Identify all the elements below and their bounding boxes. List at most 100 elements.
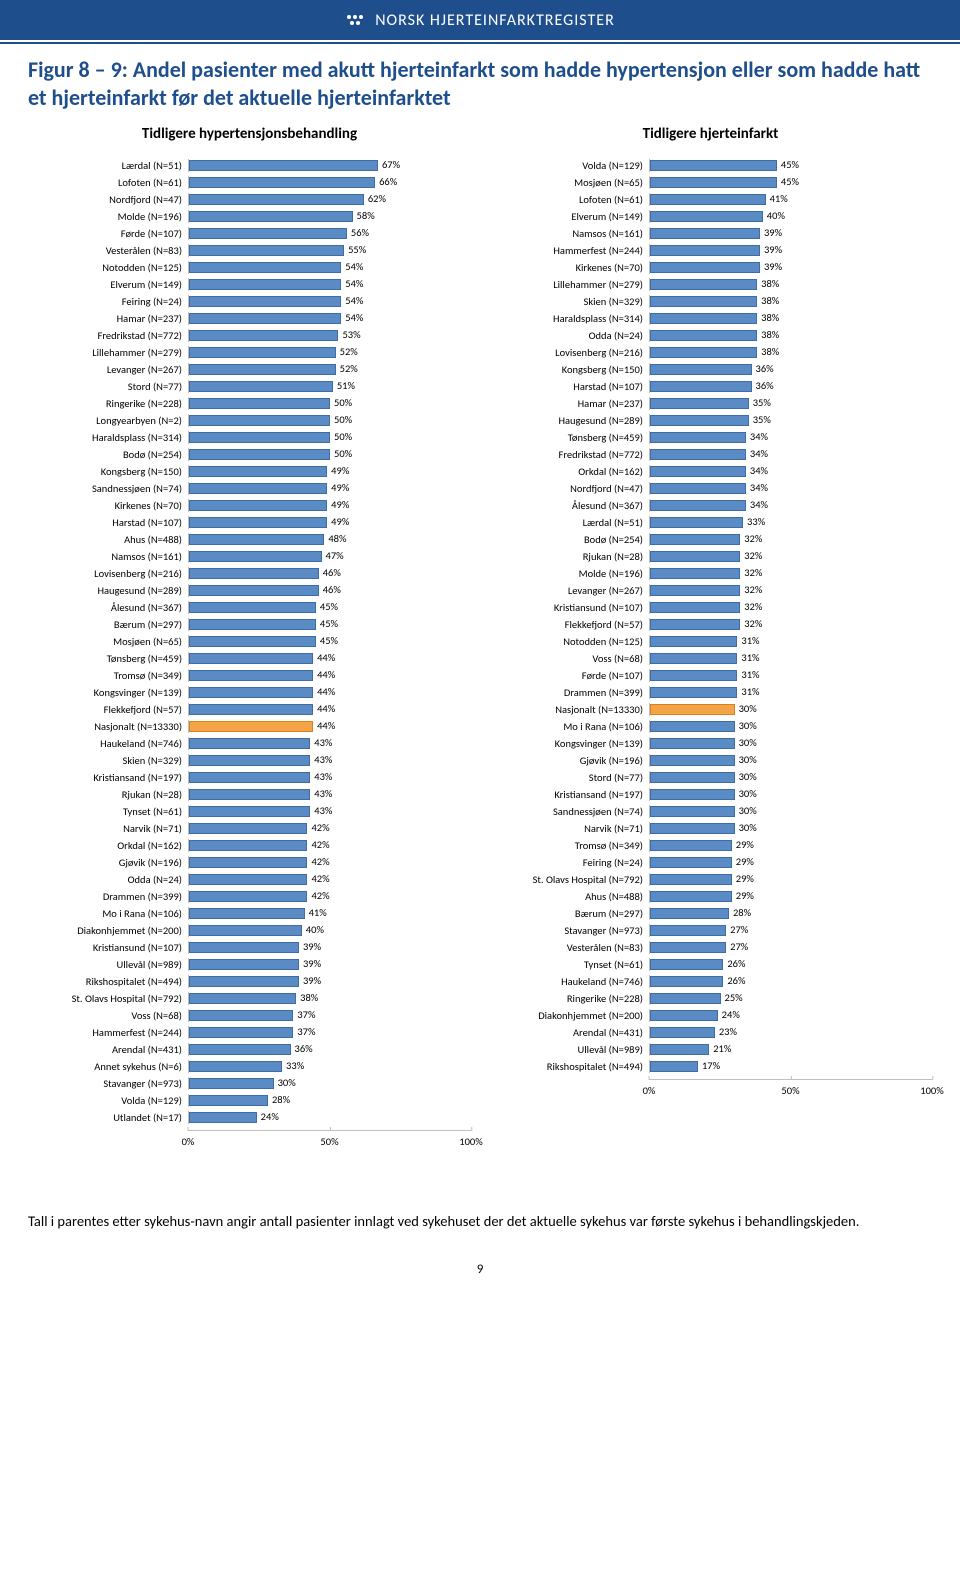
bar-label: Narvik (N=71) bbox=[489, 822, 649, 835]
bar-value: 44% bbox=[317, 668, 335, 681]
bar-row: Lofoten (N=61)66% bbox=[28, 174, 471, 191]
bar bbox=[189, 653, 313, 664]
bar-row: Levanger (N=267)52% bbox=[28, 361, 471, 378]
bar-row: Lovisenberg (N=216)38% bbox=[489, 344, 932, 361]
bar-label: Levanger (N=267) bbox=[489, 584, 649, 597]
bar-plot: 17% bbox=[649, 1060, 932, 1073]
bar-plot: 40% bbox=[188, 924, 471, 937]
bar-row: Molde (N=196)58% bbox=[28, 208, 471, 225]
bar-label: Annet sykehus (N=6) bbox=[28, 1060, 188, 1073]
bar-row: Ringerike (N=228)50% bbox=[28, 395, 471, 412]
bar-row: Haraldsplass (N=314)38% bbox=[489, 310, 932, 327]
bar-plot: 24% bbox=[188, 1111, 471, 1124]
bar-label: Førde (N=107) bbox=[489, 669, 649, 682]
bar-label: Notodden (N=125) bbox=[28, 261, 188, 274]
x-tick: 100% bbox=[459, 1131, 482, 1148]
bar-row: Ahus (N=488)48% bbox=[28, 531, 471, 548]
bar bbox=[650, 296, 757, 307]
bar-row: Kongsvinger (N=139)44% bbox=[28, 684, 471, 701]
bar-row: Kirkenes (N=70)49% bbox=[28, 497, 471, 514]
bar-label: Lovisenberg (N=216) bbox=[489, 346, 649, 359]
bar bbox=[650, 908, 729, 919]
bar bbox=[650, 568, 740, 579]
bar bbox=[650, 585, 740, 596]
bar-value: 50% bbox=[334, 447, 352, 460]
bar bbox=[189, 1027, 293, 1038]
bar-plot: 43% bbox=[188, 737, 471, 750]
bar-value: 50% bbox=[334, 430, 352, 443]
bar-label: Haraldsplass (N=314) bbox=[489, 312, 649, 325]
chart-left-axis: 0%50%100% bbox=[28, 1130, 471, 1152]
bar bbox=[650, 755, 735, 766]
bar-row: Bærum (N=297)45% bbox=[28, 616, 471, 633]
bar bbox=[650, 279, 757, 290]
bar-plot: 38% bbox=[649, 295, 932, 308]
bar-plot: 44% bbox=[188, 652, 471, 665]
bar-plot: 46% bbox=[188, 584, 471, 597]
chart-left: Tidligere hypertensjonsbehandling Lærdal… bbox=[28, 117, 471, 1152]
bar-plot: 24% bbox=[649, 1009, 932, 1022]
bar-label: Nordfjord (N=47) bbox=[28, 193, 188, 206]
bar-value: 56% bbox=[351, 226, 369, 239]
bar-value: 39% bbox=[764, 260, 782, 273]
bar bbox=[650, 517, 743, 528]
bar-row: Tromsø (N=349) 44% bbox=[28, 667, 471, 684]
bar bbox=[650, 466, 746, 477]
bar-row: St. Olavs Hospital (N=792)29% bbox=[489, 871, 932, 888]
bar-label: Voss (N=68) bbox=[28, 1009, 188, 1022]
bar bbox=[650, 160, 777, 171]
bar-plot: 43% bbox=[188, 771, 471, 784]
bar-plot: 41% bbox=[188, 907, 471, 920]
bar-plot: 29% bbox=[649, 839, 932, 852]
bar-row: Lillehammer (N=279)38% bbox=[489, 276, 932, 293]
bar-value: 43% bbox=[314, 736, 332, 749]
bar-plot: 39% bbox=[188, 941, 471, 954]
bar-label: Mo i Rana (N=106) bbox=[28, 907, 188, 920]
bar bbox=[650, 364, 752, 375]
bar-label: Haraldsplass (N=314) bbox=[28, 431, 188, 444]
bar bbox=[189, 432, 330, 443]
bar-row: Rikshospitalet (N=494)39% bbox=[28, 973, 471, 990]
bar-label: Feiring (N=24) bbox=[28, 295, 188, 308]
bar-row: Stavanger (N=973)27% bbox=[489, 922, 932, 939]
bar-row: Tynset (N=61)26% bbox=[489, 956, 932, 973]
bar-label: Harstad (N=107) bbox=[489, 380, 649, 393]
bar-row: Volda (N=129)45% bbox=[489, 157, 932, 174]
bar-row: Mo i Rana (N=106)30% bbox=[489, 718, 932, 735]
bar-label: Rjukan (N=28) bbox=[28, 788, 188, 801]
bar-row: Lærdal (N=51)67% bbox=[28, 157, 471, 174]
bar-plot: 38% bbox=[649, 329, 932, 342]
bar bbox=[189, 772, 310, 783]
bar-plot: 32% bbox=[649, 550, 932, 563]
bar-row: Bodø (N=254)32% bbox=[489, 531, 932, 548]
bar-value: 54% bbox=[345, 311, 363, 324]
bar bbox=[650, 398, 749, 409]
bar-plot: 35% bbox=[649, 397, 932, 410]
bar-plot: 32% bbox=[649, 618, 932, 631]
bar-value: 45% bbox=[320, 600, 338, 613]
bar-value: 53% bbox=[342, 328, 360, 341]
bar-label: Ullevål (N=989) bbox=[28, 958, 188, 971]
bar-row: Odda (N=24)38% bbox=[489, 327, 932, 344]
bar-row: Tønsberg (N=459)34% bbox=[489, 429, 932, 446]
bar bbox=[189, 925, 302, 936]
bar-row: Nasjonalt (N=13330)30% bbox=[489, 701, 932, 718]
bar-plot: 50% bbox=[188, 431, 471, 444]
bar-label: Haukeland (N=746) bbox=[489, 975, 649, 988]
bar-value: 45% bbox=[781, 175, 799, 188]
bar-label: Stavanger (N=973) bbox=[489, 924, 649, 937]
bar-value: 34% bbox=[750, 498, 768, 511]
bar bbox=[189, 517, 327, 528]
bar bbox=[650, 857, 732, 868]
bar-value: 32% bbox=[744, 566, 762, 579]
bar-label: Bodø (N=254) bbox=[489, 533, 649, 546]
bar-label: Ålesund (N=367) bbox=[489, 499, 649, 512]
bar-plot: 31% bbox=[649, 669, 932, 682]
bar-label: Kongsberg (N=150) bbox=[28, 465, 188, 478]
bar bbox=[189, 704, 313, 715]
bar-label: Arendal (N=431) bbox=[28, 1043, 188, 1056]
bar-label: Tromsø (N=349) bbox=[28, 669, 188, 682]
bar-plot: 39% bbox=[649, 261, 932, 274]
bar bbox=[650, 1027, 715, 1038]
bar-row: Rjukan (N=28)32% bbox=[489, 548, 932, 565]
